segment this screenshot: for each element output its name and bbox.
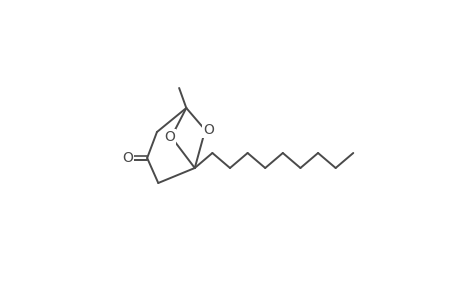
Text: O: O — [164, 130, 174, 144]
Text: O: O — [122, 151, 133, 165]
Text: O: O — [202, 123, 213, 137]
